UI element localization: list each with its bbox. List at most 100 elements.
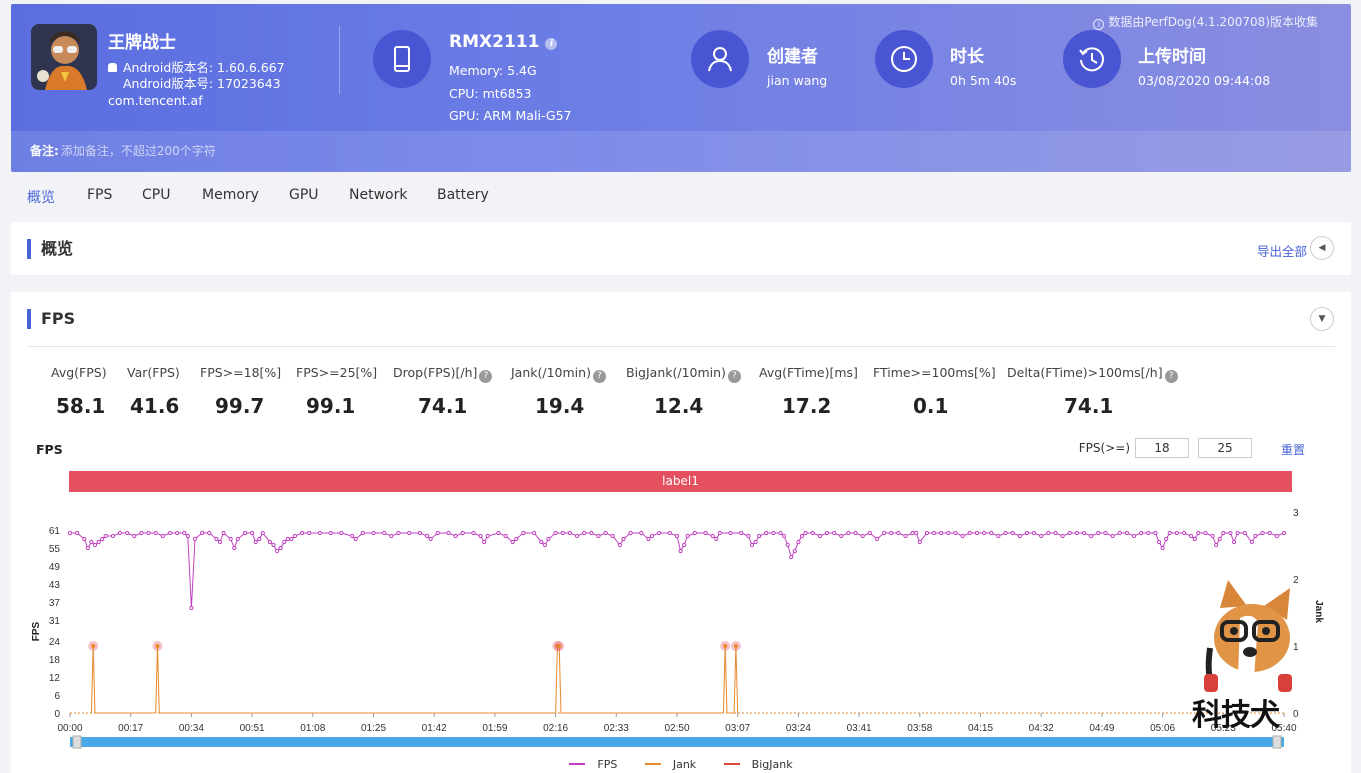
fps-point	[903, 533, 908, 539]
fps-point	[1010, 530, 1015, 536]
fps-title: FPS	[27, 309, 75, 329]
fps-point	[967, 530, 972, 536]
fps-point	[299, 530, 305, 536]
legend-jank[interactable]: Jank	[639, 758, 702, 771]
collapse-down-icon[interactable]: ▼	[1310, 307, 1334, 331]
fps-point	[289, 536, 294, 542]
metric-value: 0.1	[913, 394, 949, 418]
fps-point	[603, 530, 608, 536]
export-all-link[interactable]: 导出全部	[1256, 244, 1307, 259]
tab-fps[interactable]: FPS	[87, 187, 113, 203]
note-field[interactable]: 备注: 添加备注，不超过200个字符	[11, 131, 1351, 172]
fps-point	[67, 530, 73, 536]
tab-memory[interactable]: Memory	[202, 187, 259, 203]
fps-point	[617, 542, 622, 548]
fps-point	[1253, 533, 1258, 539]
jank-point	[557, 644, 562, 648]
metric-label: Avg(FTime)[ms]	[759, 365, 858, 380]
fps-point	[678, 548, 683, 554]
zoom-handle-right	[1272, 735, 1282, 749]
fps-point	[89, 539, 94, 545]
fps-series-line	[70, 532, 1285, 609]
creator-label: 创建者	[767, 47, 818, 67]
legend-fps[interactable]: FPS	[563, 758, 623, 771]
fps-point	[267, 539, 273, 545]
threshold-input-1[interactable]: 18	[1135, 438, 1189, 458]
creator-value: jian wang	[767, 73, 828, 88]
fps-point	[214, 536, 219, 542]
fps-point	[782, 533, 787, 539]
x-tick-label: 03:41	[847, 723, 872, 734]
fps-point	[846, 530, 851, 536]
fps-point	[1096, 530, 1101, 536]
fps-point	[646, 536, 651, 542]
metric-label: FPS>=25[%]	[296, 365, 378, 380]
fps-point	[1249, 539, 1254, 545]
fps-point	[560, 530, 565, 536]
fps-point	[1146, 530, 1151, 536]
legend-bigjank[interactable]: BigJank	[718, 758, 799, 771]
fps-point	[785, 542, 790, 548]
fps-point	[539, 539, 544, 545]
fps-point	[792, 548, 797, 554]
fps-point	[417, 530, 423, 536]
collapse-left-icon[interactable]: ◀	[1310, 236, 1334, 260]
fps-point	[874, 536, 880, 542]
fps-point	[567, 530, 572, 536]
fps-point	[250, 530, 255, 536]
reset-link[interactable]: 重置	[1280, 443, 1305, 457]
x-tick-label: 01:08	[300, 723, 325, 734]
metric-value: 74.1	[1064, 394, 1114, 418]
fps-point	[1203, 530, 1208, 536]
fps-point	[1074, 530, 1080, 536]
fps-card: FPS ▼ Avg(FPS) 58.1 Var(FPS) 41.6 FPS>=18[%]…	[11, 292, 1351, 773]
help-icon[interactable]: ?	[479, 370, 493, 383]
fps-point	[435, 530, 440, 536]
fps-point	[771, 530, 776, 536]
fps-point	[274, 548, 280, 554]
clock-icon	[875, 30, 933, 88]
history-icon	[1063, 30, 1121, 88]
header-divider	[339, 26, 340, 94]
fps-point	[1181, 530, 1187, 536]
fps-point	[667, 530, 672, 536]
metric-value: 41.6	[130, 394, 180, 418]
fps-point	[1060, 533, 1065, 539]
y-right-tick-label: 2	[1293, 575, 1299, 586]
fps-point	[1110, 533, 1115, 539]
info-icon[interactable]: i	[545, 38, 558, 50]
x-tick-label: 04:15	[968, 723, 993, 734]
jank-point	[91, 644, 96, 648]
fps-point	[478, 533, 483, 539]
help-icon[interactable]: ?	[592, 370, 606, 383]
tab-battery[interactable]: Battery	[437, 187, 489, 203]
help-icon[interactable]: ?	[1164, 370, 1178, 383]
tab-overview[interactable]: 概览	[27, 190, 55, 206]
fps-point	[1228, 530, 1233, 536]
help-icon[interactable]: ?	[727, 370, 741, 383]
fps-point	[946, 530, 951, 536]
fps-point	[914, 530, 919, 536]
fps-point	[1192, 536, 1197, 542]
fps-point	[100, 536, 105, 542]
x-tick-label: 01:25	[361, 723, 386, 734]
tab-cpu[interactable]: CPU	[142, 187, 171, 203]
metric-value: 99.7	[215, 394, 265, 418]
label-bar[interactable]: label1	[69, 471, 1292, 492]
threshold-input-2[interactable]: 25	[1198, 438, 1252, 458]
watermark-text: 科技犬	[1192, 698, 1280, 733]
x-tick-label: 00:00	[57, 723, 82, 734]
fps-point	[1046, 530, 1051, 536]
fps-point	[853, 530, 858, 536]
fps-point	[657, 530, 662, 536]
fps-point	[514, 536, 519, 542]
app-name: 王牌战士	[108, 33, 176, 53]
fps-point	[185, 533, 190, 539]
tab-network[interactable]: Network	[349, 187, 408, 203]
fps-point	[974, 530, 980, 536]
y-tick-label: 18	[49, 655, 61, 666]
chart-title: FPS	[36, 442, 63, 457]
tab-gpu[interactable]: GPU	[289, 187, 319, 203]
fps-point	[1003, 530, 1008, 536]
